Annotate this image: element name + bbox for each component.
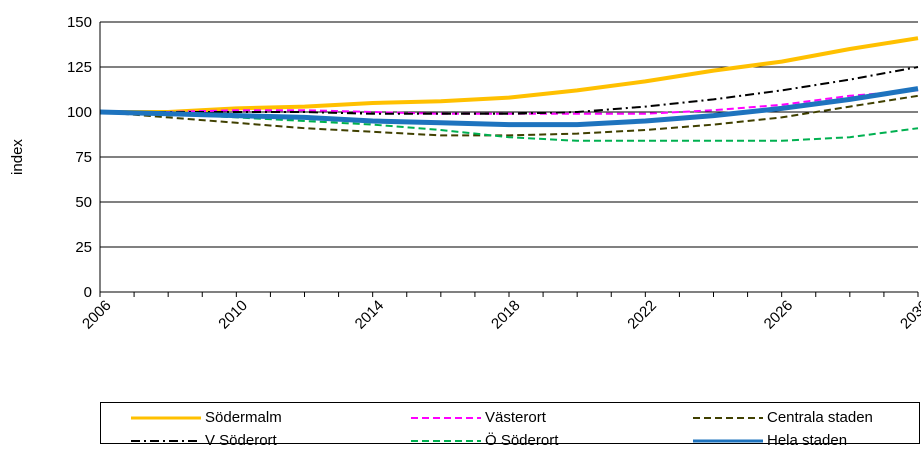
legend-swatch	[131, 435, 201, 447]
line-chart: 0 25 50 75 100 125 150 2006 2010 2014 2018 2022 202…	[0, 0, 921, 402]
legend: Södermalm Västerort Centrala staden V Söder…	[100, 402, 920, 444]
y-tick-label: 25	[75, 239, 92, 256]
x-tick-label: 2022	[624, 297, 660, 333]
x-tick-labels: 2006 2010 2014 2018 2022 2026 2030	[79, 297, 921, 333]
legend-swatch	[411, 412, 481, 424]
legend-item: Centrala staden	[693, 409, 873, 426]
legend-item: Södermalm	[131, 409, 282, 426]
y-tick-label: 100	[67, 104, 92, 121]
legend-label: Hela staden	[767, 432, 847, 449]
y-tick-label: 125	[67, 59, 92, 76]
legend-item: Västerort	[411, 409, 546, 426]
gridlines	[100, 22, 918, 292]
y-tick-label: 150	[67, 14, 92, 31]
series-line-s-dermalm	[100, 38, 918, 112]
legend-label: Ö Söderort	[485, 432, 558, 449]
series-line-v-sterort	[100, 90, 918, 113]
legend-label: Södermalm	[205, 409, 282, 426]
axes	[100, 22, 918, 297]
y-tick-labels: 0 25 50 75 100 125 150	[67, 14, 92, 301]
legend-label: Västerort	[485, 409, 546, 426]
legend-swatch	[411, 435, 481, 447]
legend-label: V Söderort	[205, 432, 277, 449]
y-tick-label: 75	[75, 149, 92, 166]
x-tick-label: 2006	[79, 297, 115, 333]
series-line-hela-staden	[100, 89, 918, 125]
legend-swatch	[131, 412, 201, 424]
x-tick-label: 2014	[352, 297, 388, 333]
x-tick-label: 2010	[215, 297, 251, 333]
legend-item: Hela staden	[693, 432, 847, 449]
legend-swatch	[693, 412, 763, 424]
legend-swatch	[693, 435, 763, 447]
x-tick-label: 2026	[761, 297, 797, 333]
x-tick-label: 2030	[897, 297, 921, 333]
x-tick-label: 2018	[488, 297, 524, 333]
legend-item: V Söderort	[131, 432, 277, 449]
series-lines	[100, 38, 918, 141]
y-tick-label: 0	[84, 284, 92, 301]
legend-item: Ö Söderort	[411, 432, 558, 449]
y-axis-label: index	[9, 139, 26, 175]
y-tick-label: 50	[75, 194, 92, 211]
legend-label: Centrala staden	[767, 409, 873, 426]
